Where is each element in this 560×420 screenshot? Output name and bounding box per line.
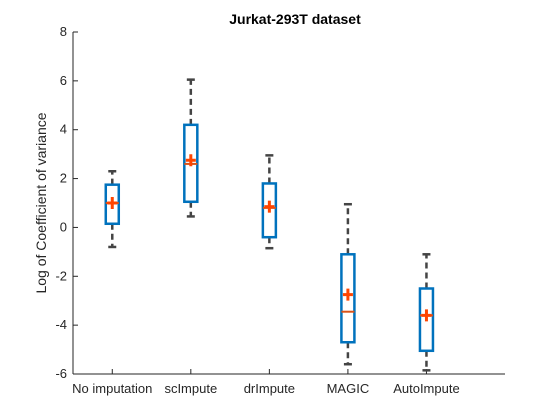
x-tick-label: AutoImpute bbox=[393, 381, 460, 396]
y-tick-label: 8 bbox=[60, 24, 67, 39]
box bbox=[418, 287, 435, 353]
y-tick-label: 2 bbox=[60, 171, 67, 186]
y-tick-label: 0 bbox=[60, 219, 67, 234]
y-tick-label: -6 bbox=[55, 366, 67, 381]
x-tick-label: scImpute bbox=[164, 381, 217, 396]
x-tick-label: drImpute bbox=[244, 381, 295, 396]
box bbox=[340, 253, 356, 344]
y-tick-label: -2 bbox=[55, 268, 67, 283]
y-axis-label: Log of Coefficient of variance bbox=[33, 112, 49, 293]
box bbox=[104, 183, 121, 226]
box bbox=[261, 182, 278, 239]
y-tick-label: -4 bbox=[55, 317, 67, 332]
plot-area: -6 -4 -2 0 2 4 6 8 No imputation scImpute drImpute… bbox=[55, 24, 505, 396]
chart-title: Jurkat-293T dataset bbox=[229, 11, 361, 27]
y-tick-label: 4 bbox=[60, 122, 67, 137]
x-tick-label: No imputation bbox=[72, 381, 152, 396]
x-tick-label: MAGIC bbox=[327, 381, 370, 396]
y-tick-label: 6 bbox=[60, 73, 67, 88]
